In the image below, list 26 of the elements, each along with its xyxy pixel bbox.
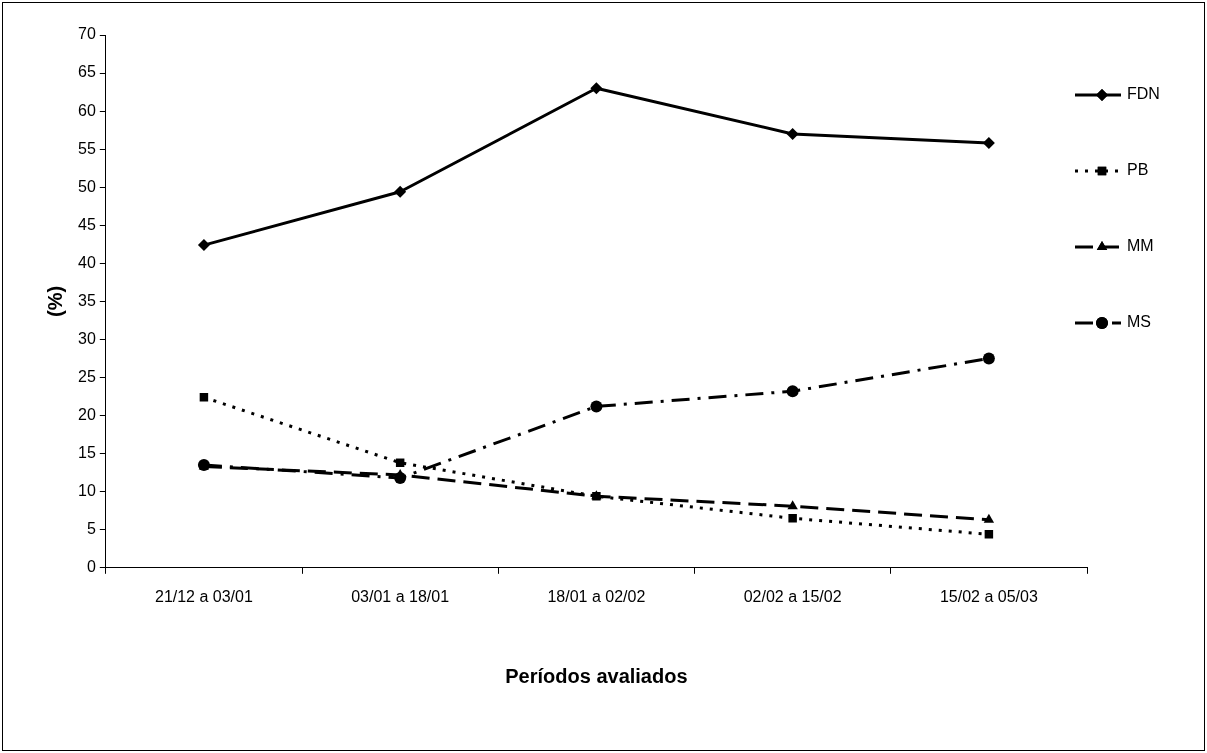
y-tick-label: 30 xyxy=(78,329,96,347)
y-tick-label: 55 xyxy=(78,139,96,157)
x-tick-label: 18/01 a 02/02 xyxy=(547,587,646,605)
y-tick-label: 0 xyxy=(86,558,96,576)
y-tick-label: 15 xyxy=(78,444,96,462)
y-tick-label: 70 xyxy=(78,25,96,43)
y-tick-label: 20 xyxy=(78,405,96,423)
y-tick-label: 25 xyxy=(78,367,96,385)
y-tick-label: 45 xyxy=(78,215,96,233)
y-axis-title: (%) xyxy=(43,285,66,317)
y-tick-label: 65 xyxy=(78,63,96,81)
x-axis-title: Períodos avaliados xyxy=(505,664,688,687)
y-tick-label: 40 xyxy=(78,253,96,271)
legend-label: PB xyxy=(1127,161,1149,179)
x-tick-label: 21/12 a 03/01 xyxy=(154,587,253,605)
legend-label: MM xyxy=(1127,237,1154,255)
y-tick-label: 10 xyxy=(78,482,96,500)
y-tick-label: 35 xyxy=(78,291,96,309)
x-tick-label: 15/02 a 05/03 xyxy=(939,587,1038,605)
y-tick-label: 60 xyxy=(78,101,96,119)
x-tick-label: 02/02 a 15/02 xyxy=(743,587,842,605)
x-tick-label: 03/01 a 18/01 xyxy=(351,587,450,605)
legend-label: FDN xyxy=(1127,85,1160,103)
y-tick-label: 5 xyxy=(86,520,96,538)
y-tick-label: 50 xyxy=(78,177,96,195)
legend-label: MS xyxy=(1127,313,1151,331)
